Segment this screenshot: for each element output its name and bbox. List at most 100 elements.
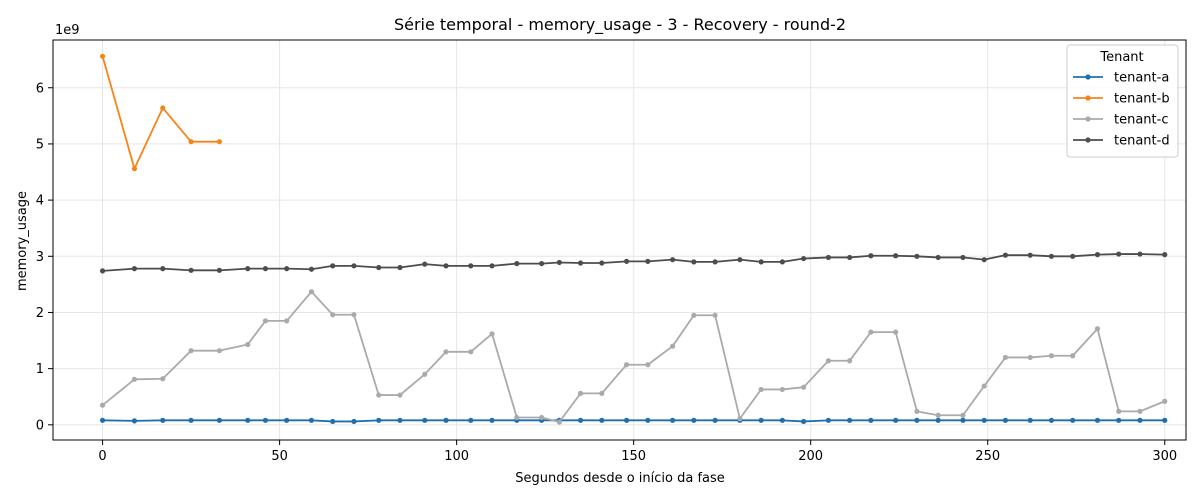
data-point-tenant-d	[443, 263, 449, 269]
chart-title: Série temporal - memory_usage - 3 - Reco…	[394, 15, 846, 35]
series-line-tenant-b	[101, 56, 220, 170]
data-point-tenant-a	[1116, 417, 1122, 423]
data-point-tenant-c	[645, 362, 651, 368]
data-point-tenant-d	[245, 266, 251, 272]
data-point-tenant-a	[1094, 417, 1101, 423]
data-point-tenant-c	[468, 349, 474, 355]
legend-items: tenant-a tenant-b tenant-c tenant-d	[1073, 71, 1170, 149]
data-point-tenant-c	[308, 289, 315, 295]
data-point-tenant-a	[691, 417, 697, 423]
data-point-tenant-c	[868, 329, 874, 335]
data-point-tenant-c	[960, 412, 966, 418]
data-point-tenant-a	[801, 418, 807, 425]
data-point-tenant-a	[670, 417, 676, 423]
data-point-tenant-a	[960, 417, 966, 423]
data-point-tenant-a	[868, 417, 874, 423]
data-point-tenant-d	[758, 259, 764, 265]
legend-item-tenant-c: tenant-c	[1073, 113, 1168, 128]
legend-label: tenant-d	[1114, 134, 1170, 149]
data-point-tenant-a	[1048, 417, 1055, 423]
data-point-tenant-d	[1137, 251, 1143, 257]
data-point-tenant-c	[935, 412, 941, 418]
data-point-tenant-c	[599, 390, 605, 396]
y-tick-label: 1	[36, 362, 44, 377]
data-point-tenant-d	[1002, 252, 1009, 258]
data-point-tenant-c	[489, 331, 495, 337]
data-point-tenant-c	[758, 386, 764, 393]
legend: Tenant tenant-a tenant-b tenant-c tenant-d	[1066, 44, 1179, 158]
data-point-tenant-d	[351, 263, 357, 269]
legend-swatch-marker	[1085, 137, 1091, 143]
legend-frame	[1066, 44, 1179, 158]
data-point-tenant-a	[330, 418, 336, 425]
data-point-tenant-c	[1116, 408, 1122, 414]
series-tenant-c	[99, 289, 1168, 425]
data-point-tenant-d	[779, 259, 785, 265]
data-point-tenant-d	[577, 260, 584, 266]
legend-swatch-marker	[1085, 116, 1091, 122]
data-point-tenant-a	[188, 417, 194, 423]
legend-title: Tenant	[1099, 50, 1143, 65]
series-tenant-d	[99, 251, 1168, 274]
y-tick-label: 0	[36, 418, 44, 433]
data-point-tenant-b	[216, 139, 223, 145]
data-point-tenant-d	[691, 259, 697, 265]
legend-item-tenant-d: tenant-d	[1073, 134, 1170, 149]
x-tick-label: 100	[444, 449, 469, 464]
data-point-tenant-c	[284, 318, 290, 324]
data-point-tenant-c	[539, 414, 545, 421]
data-point-tenant-c	[556, 419, 562, 425]
data-point-tenant-a	[623, 417, 630, 423]
data-point-tenant-d	[284, 266, 290, 272]
data-point-tenant-d	[262, 266, 269, 272]
data-point-tenant-d	[330, 263, 336, 269]
data-point-tenant-d	[737, 257, 743, 263]
data-point-tenant-c	[801, 384, 807, 390]
data-point-tenant-a	[216, 417, 223, 423]
data-point-tenant-a	[489, 417, 495, 423]
legend-label: tenant-c	[1114, 113, 1168, 128]
data-point-tenant-d	[1094, 252, 1101, 258]
data-point-tenant-c	[670, 343, 676, 349]
data-point-tenant-b	[188, 139, 194, 145]
data-point-tenant-d	[308, 266, 315, 272]
data-point-tenant-d	[712, 259, 718, 265]
data-point-tenant-a	[712, 417, 718, 423]
data-point-tenant-a	[468, 417, 474, 423]
x-tick-label: 50	[271, 449, 288, 464]
data-point-tenant-a	[245, 417, 251, 423]
data-point-tenant-d	[376, 264, 382, 271]
data-point-tenant-a	[99, 417, 106, 423]
y-tick-label: 2	[36, 306, 44, 321]
data-point-tenant-d	[188, 267, 194, 273]
data-point-tenant-c	[1048, 353, 1055, 359]
plot-frame	[52, 39, 1187, 441]
data-point-tenant-a	[779, 417, 785, 423]
data-point-tenant-a	[914, 417, 920, 423]
data-point-tenant-a	[825, 417, 831, 423]
data-point-tenant-d	[539, 260, 545, 267]
x-axis-label: Segundos desde o início da fase	[515, 471, 725, 486]
legend-item-tenant-b: tenant-b	[1073, 92, 1170, 107]
data-point-tenant-c	[422, 371, 428, 377]
data-point-tenant-d	[556, 259, 562, 266]
data-point-tenant-d	[422, 261, 428, 267]
data-point-tenant-c	[1002, 354, 1009, 361]
data-point-tenant-d	[825, 254, 831, 261]
data-point-tenant-a	[376, 417, 382, 423]
data-point-tenant-a	[847, 417, 853, 423]
data-point-tenant-c	[131, 376, 138, 382]
y-tick-label: 5	[36, 137, 44, 152]
data-point-tenant-d	[935, 254, 941, 261]
y-tick-label: 3	[36, 250, 44, 265]
data-point-tenant-d	[160, 266, 166, 272]
x-tick-label: 250	[975, 449, 1000, 464]
data-point-tenant-a	[1002, 417, 1009, 423]
data-point-tenant-d	[670, 257, 676, 263]
data-point-tenant-d	[397, 264, 403, 271]
data-point-tenant-c	[1094, 326, 1101, 332]
data-point-tenant-c	[376, 392, 382, 398]
data-point-tenant-a	[645, 417, 651, 423]
legend-swatch-marker	[1085, 74, 1091, 80]
data-point-tenant-a	[284, 417, 290, 423]
